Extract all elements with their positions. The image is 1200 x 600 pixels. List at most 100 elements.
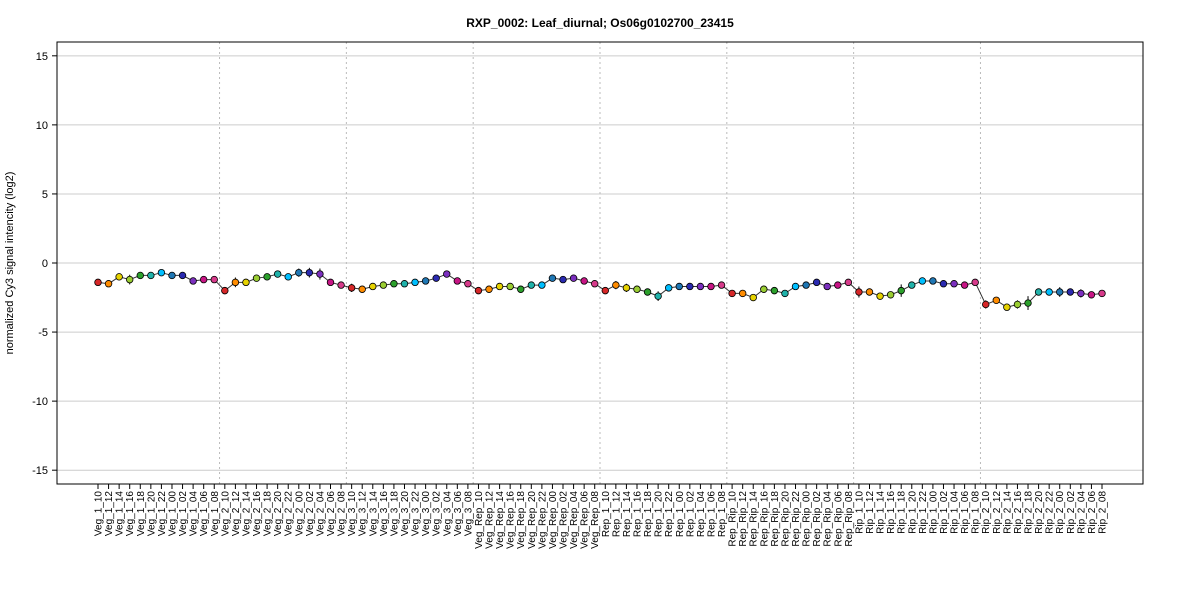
data-point bbox=[1024, 299, 1032, 307]
data-point bbox=[960, 281, 969, 289]
data-point bbox=[1098, 289, 1106, 298]
data-point bbox=[358, 285, 366, 293]
data-point bbox=[897, 286, 905, 295]
data-point bbox=[242, 278, 250, 287]
x-tick-label: Rip_1_00 bbox=[928, 491, 939, 534]
data-point bbox=[728, 289, 736, 298]
x-tick-label: Rep_Rip_04 bbox=[823, 491, 834, 547]
data-point bbox=[707, 282, 715, 291]
x-axis-ticks: Veg_1_10 Veg_1_12 Veg_1_14 Veg_1_16 Veg_1_18… bbox=[94, 484, 1109, 549]
x-tick-label: Veg_3_18 bbox=[389, 491, 400, 536]
data-point bbox=[812, 278, 821, 287]
data-point bbox=[982, 300, 990, 309]
data-point bbox=[886, 291, 895, 299]
data-point bbox=[1034, 288, 1043, 296]
data-point bbox=[506, 282, 514, 291]
x-tick-label: Veg_Rep_14 bbox=[495, 491, 506, 549]
x-tick-label: Veg_3_22 bbox=[411, 491, 422, 536]
data-point bbox=[168, 271, 176, 280]
x-tick-label: Rip_1_20 bbox=[907, 491, 918, 534]
x-tick-label: Veg_2_20 bbox=[273, 491, 284, 536]
data-point bbox=[760, 285, 768, 293]
x-tick-label: Rep_1_12 bbox=[611, 491, 622, 538]
data-point bbox=[273, 270, 282, 278]
plot-frame bbox=[56, 41, 1144, 485]
x-tick-label: Veg_1_04 bbox=[189, 491, 200, 536]
x-tick-label: Veg_2_14 bbox=[241, 491, 252, 536]
data-point bbox=[559, 275, 567, 284]
x-group-separators bbox=[219, 42, 981, 484]
data-point bbox=[675, 282, 683, 291]
data-point bbox=[834, 281, 842, 289]
x-tick-label: Rep_1_02 bbox=[685, 491, 696, 538]
x-tick-label: Rep_Rip_16 bbox=[759, 491, 770, 547]
x-tick-label: Veg_Rep_20 bbox=[527, 491, 538, 549]
data-point bbox=[654, 292, 662, 300]
data-point bbox=[622, 284, 631, 292]
data-point bbox=[347, 284, 356, 292]
x-tick-label: Rip_1_04 bbox=[950, 491, 961, 534]
data-point bbox=[263, 273, 271, 281]
data-point bbox=[443, 270, 451, 278]
x-tick-label: Veg_Rep_08 bbox=[590, 491, 601, 549]
x-tick-label: Rip_2_22 bbox=[1045, 491, 1056, 534]
x-tick-label: Rep_Rip_22 bbox=[791, 491, 802, 547]
x-tick-label: Veg_2_00 bbox=[294, 491, 305, 536]
x-tick-label: Rep_Rip_20 bbox=[780, 491, 791, 547]
x-tick-label: Veg_3_00 bbox=[421, 491, 432, 536]
x-tick-label: Veg_3_16 bbox=[379, 491, 390, 536]
data-point bbox=[538, 281, 546, 289]
data-point bbox=[1013, 300, 1022, 309]
x-tick-label: Veg_3_02 bbox=[432, 491, 443, 536]
x-tick-label: Veg_1_22 bbox=[157, 491, 168, 536]
data-point bbox=[379, 281, 388, 289]
x-tick-label: Rip_2_00 bbox=[1055, 491, 1066, 534]
x-tick-label: Rep_1_00 bbox=[675, 491, 686, 538]
data-point bbox=[749, 293, 757, 302]
data-point bbox=[527, 281, 536, 289]
data-point bbox=[337, 281, 345, 289]
x-tick-label: Veg_1_10 bbox=[94, 491, 105, 536]
x-tick-label: Rep_1_20 bbox=[654, 491, 665, 538]
x-tick-label: Rip_1_10 bbox=[854, 491, 865, 534]
x-tick-label: Veg_2_04 bbox=[315, 491, 326, 536]
x-tick-label: Rep_Rip_02 bbox=[812, 491, 823, 547]
x-tick-label: Rep_1_04 bbox=[696, 491, 707, 538]
data-point bbox=[157, 268, 166, 277]
x-tick-label: Veg_3_06 bbox=[453, 491, 464, 536]
x-tick-label: Veg_2_02 bbox=[305, 491, 316, 536]
data-point bbox=[305, 268, 314, 277]
data-point bbox=[696, 282, 705, 291]
x-tick-label: Rep_Rip_10 bbox=[728, 491, 739, 547]
x-tick-label: Veg_Rep_16 bbox=[506, 491, 517, 549]
x-tick-label: Veg_3_14 bbox=[368, 491, 379, 536]
x-tick-label: Rip_2_06 bbox=[1087, 491, 1098, 534]
x-tick-label: Rip_2_18 bbox=[1024, 491, 1035, 534]
data-point bbox=[950, 280, 958, 288]
x-tick-label: Veg_1_18 bbox=[136, 491, 147, 536]
x-tick-label: Rip_1_14 bbox=[876, 491, 887, 534]
x-tick-label: Rep_Rip_08 bbox=[844, 491, 855, 547]
data-point bbox=[770, 286, 779, 295]
data-point bbox=[231, 278, 240, 287]
data-point bbox=[781, 289, 789, 298]
x-tick-label: Rip_1_22 bbox=[918, 491, 929, 534]
data-point bbox=[210, 275, 218, 284]
data-point bbox=[876, 292, 884, 300]
y-tick-label: 10 bbox=[36, 120, 48, 132]
x-tick-label: Veg_2_22 bbox=[284, 491, 295, 536]
data-point bbox=[94, 278, 102, 287]
data-point bbox=[252, 274, 261, 282]
x-tick-label: Rip_2_12 bbox=[992, 491, 1003, 534]
y-tick-label: 0 bbox=[42, 258, 48, 270]
data-point bbox=[517, 285, 525, 293]
data-point bbox=[612, 281, 620, 289]
data-point bbox=[147, 271, 155, 280]
y-tick-label: -5 bbox=[38, 327, 48, 339]
x-tick-label: Veg_Rep_06 bbox=[580, 491, 591, 549]
data-point bbox=[844, 278, 853, 287]
data-point bbox=[580, 277, 588, 285]
x-tick-label: Rep_1_22 bbox=[664, 491, 675, 538]
x-tick-label: Veg_Rep_22 bbox=[537, 491, 548, 549]
